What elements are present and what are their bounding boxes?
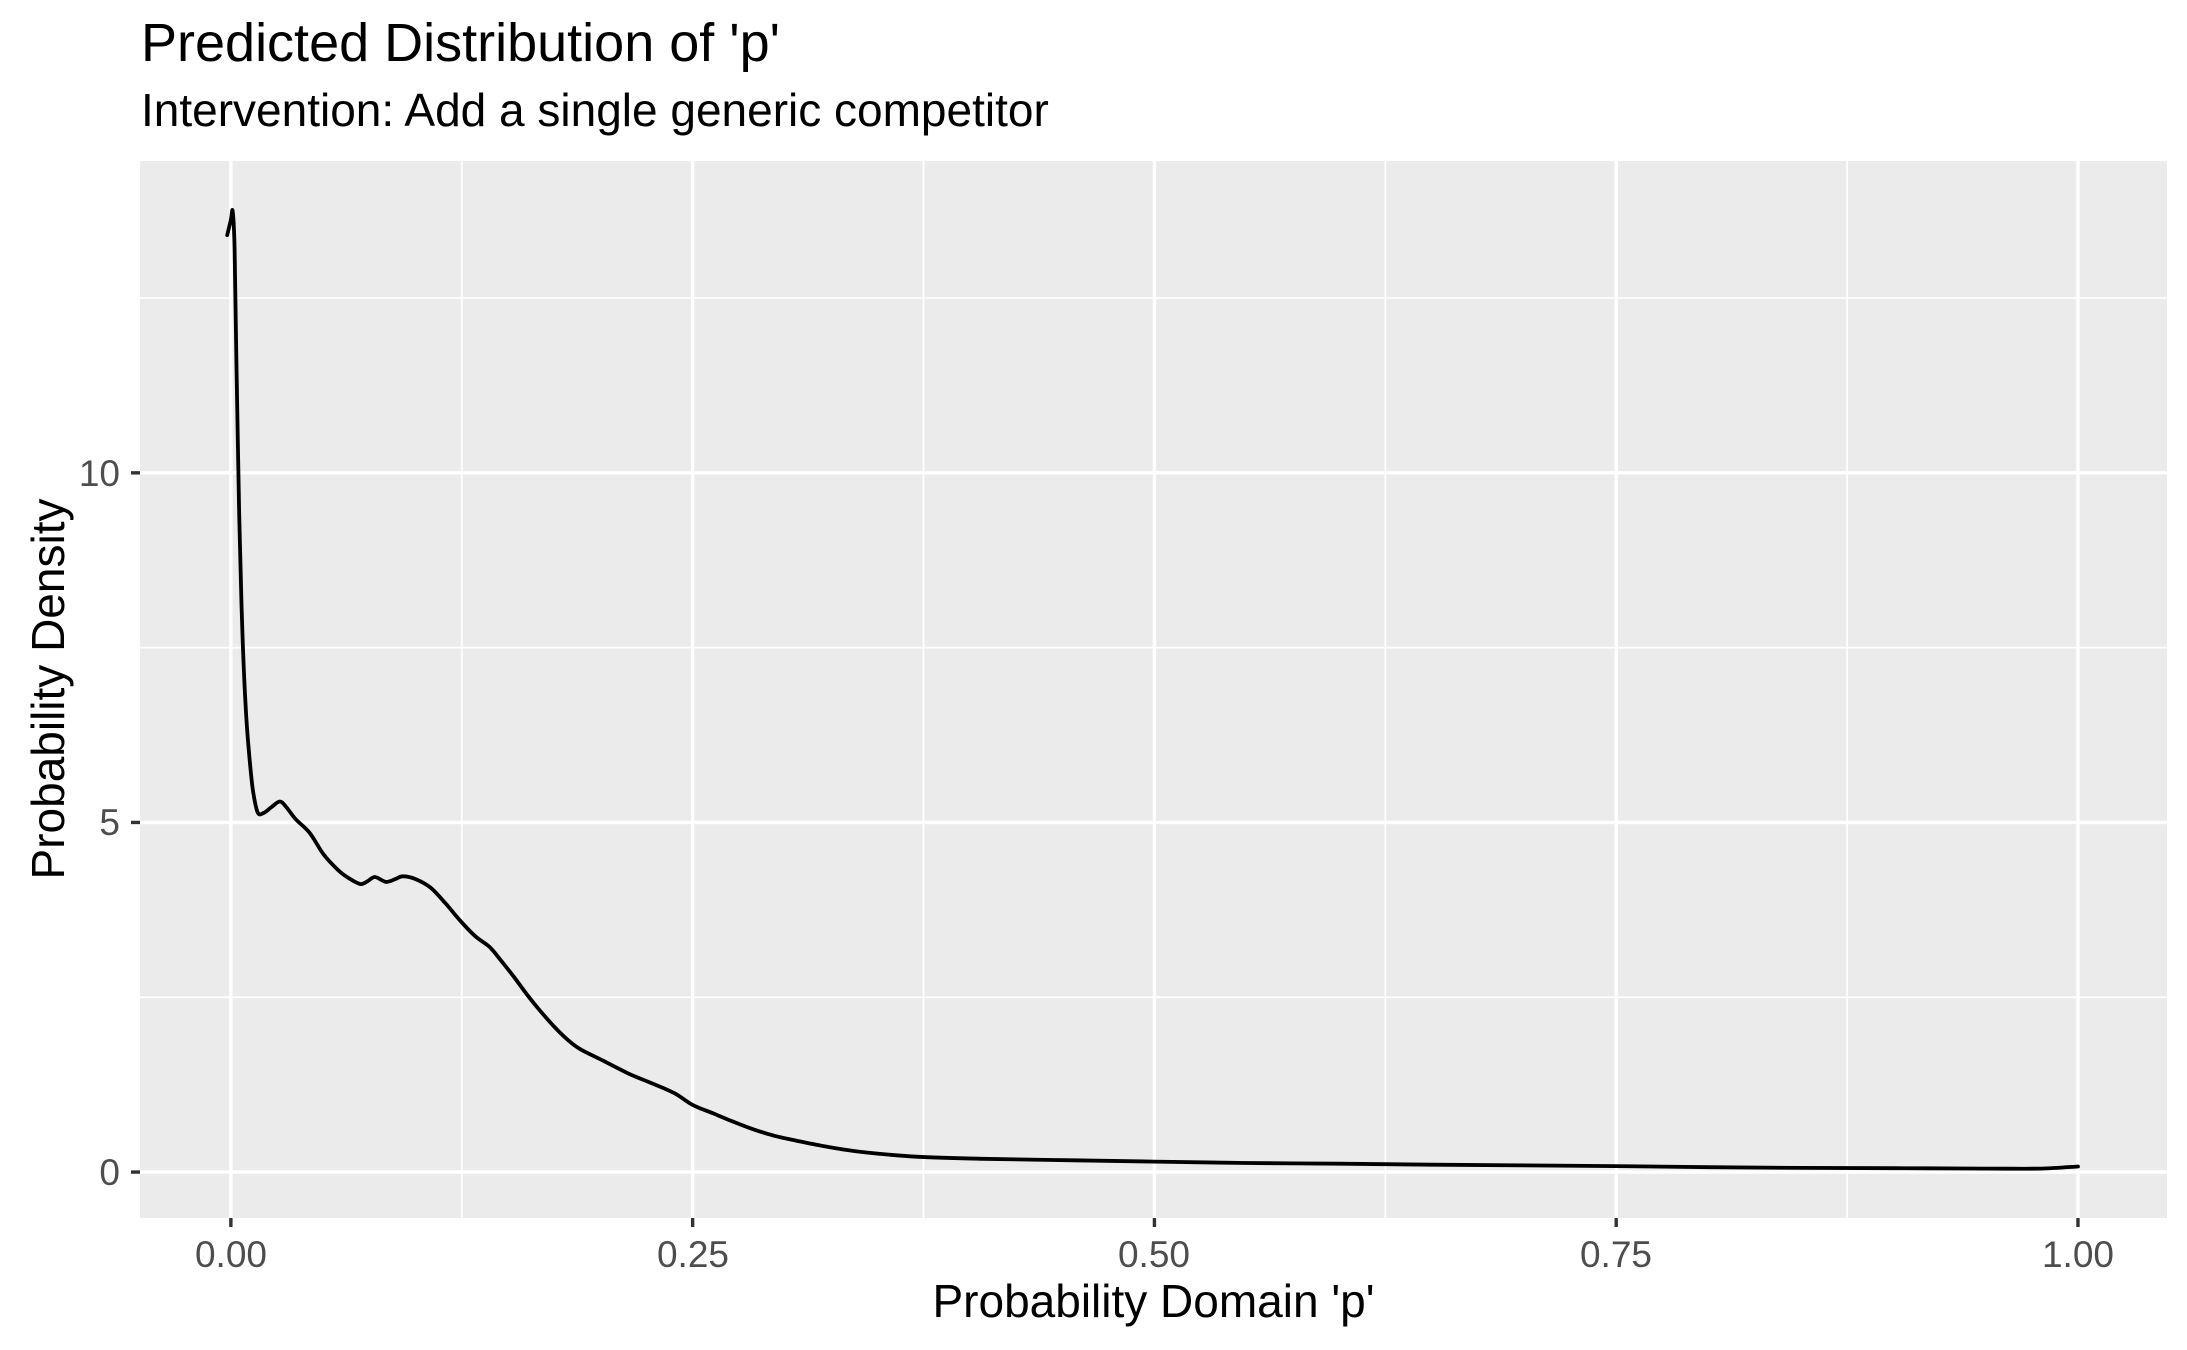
x-tick-label: 0.50 — [1117, 1234, 1190, 1275]
x-tick-label: 0.25 — [656, 1234, 729, 1275]
plot-title: Predicted Distribution of 'p' — [141, 13, 780, 73]
density-curve — [225, 208, 2080, 1171]
y-tick-label: 10 — [78, 453, 120, 494]
plot-subtitle: Intervention: Add a single generic compe… — [141, 84, 1049, 136]
x-tick-label: 0.00 — [194, 1234, 267, 1275]
x-tick-label: 0.75 — [1579, 1234, 1652, 1275]
y-axis-title: Probability Density — [22, 498, 74, 880]
x-axis-title: Probability Domain 'p' — [932, 1275, 1375, 1327]
y-tick-label: 0 — [99, 1152, 120, 1193]
y-tick-label: 5 — [99, 802, 120, 843]
x-tick-label: 1.00 — [2041, 1234, 2114, 1275]
